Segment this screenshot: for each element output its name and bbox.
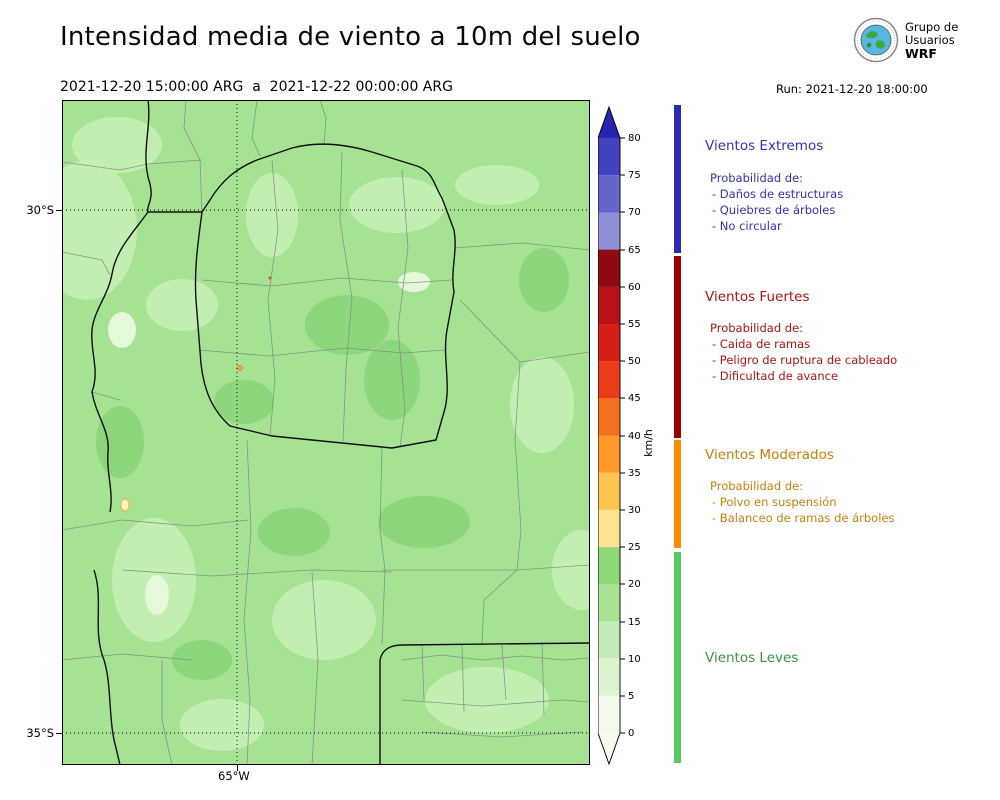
colorbar-tick-label: 30 xyxy=(628,505,641,516)
legend-item: - Quiebres de árboles xyxy=(712,203,836,217)
colorbar-tick-label: 55 xyxy=(628,319,641,330)
y-tick-30s: 30°S xyxy=(26,203,54,217)
colorbar-band xyxy=(598,212,620,250)
wrf-logo-text: Grupo de Usuarios WRF xyxy=(905,19,959,61)
axis-tick-35s xyxy=(56,733,62,734)
colorbar-band xyxy=(598,621,620,659)
wrf-logo-globe-icon xyxy=(853,17,899,63)
colorbar-tick-label: 70 xyxy=(628,207,641,218)
legend-item: - Dificultad de avance xyxy=(712,369,839,383)
legend-title: Vientos Moderados xyxy=(705,447,834,463)
legend-item: - Peligro de ruptura de cableado xyxy=(712,353,898,367)
colorbar-band xyxy=(598,472,620,510)
page-title: Intensidad media de viento a 10m del sue… xyxy=(60,22,641,52)
logo-line-3: WRF xyxy=(905,45,937,61)
colorbar-tick-label: 75 xyxy=(628,170,641,181)
department-borders xyxy=(62,100,590,765)
legend-bar-moderados xyxy=(674,440,681,548)
colorbar-tick-label: 10 xyxy=(628,654,641,665)
colorbar-tick-labels: 80 75 70 65 60 55 50 45 40 35 30 25 20 1… xyxy=(628,133,641,739)
run-time-label: Run: 2021-12-20 18:00:00 xyxy=(776,82,928,96)
colorbar: 80 75 70 65 60 55 50 45 40 35 30 25 20 1… xyxy=(598,105,655,766)
gridlines xyxy=(62,100,590,765)
colorbar-band xyxy=(598,323,620,362)
colorbar-band xyxy=(598,509,620,548)
logo-line-2: Usuarios xyxy=(905,32,955,47)
colorbar-band xyxy=(598,286,620,325)
wrf-logo: Grupo de Usuarios WRF xyxy=(853,14,993,66)
colorbar-tick-label: 40 xyxy=(628,431,641,442)
colorbar-tick-label: 45 xyxy=(628,393,641,404)
valid-period-label: 2021-12-20 15:00:00 ARG a 2021-12-22 00:… xyxy=(60,79,453,95)
legend-bar-extremos xyxy=(674,105,681,253)
colorbar-tick-label: 15 xyxy=(628,617,641,628)
colorbar-under-arrow xyxy=(598,733,620,764)
legend-bar-leves xyxy=(674,552,681,763)
legend-item: - Balanceo de ramas de árboles xyxy=(712,511,895,525)
legend-prob-label: Probabilidad de: xyxy=(710,321,804,335)
legend-item: - No circular xyxy=(712,219,782,233)
map-frame xyxy=(62,100,590,765)
colorbar-tick-label: 60 xyxy=(628,282,641,293)
colorbar-band xyxy=(598,435,620,473)
logo-line-1: Grupo de xyxy=(905,19,959,34)
axis-tick-65w xyxy=(237,765,238,771)
colorbar-tick-label: 5 xyxy=(628,691,634,702)
colorbar-ticks xyxy=(620,137,625,734)
colorbar-band xyxy=(598,584,620,622)
colorbar-band xyxy=(598,361,620,399)
colorbar-band xyxy=(598,658,620,696)
legend-prob-label: Probabilidad de: xyxy=(710,479,804,493)
legend-item: - Caida de ramas xyxy=(712,337,811,351)
colorbar-band xyxy=(598,249,620,287)
colorbar-unit-label: km/h xyxy=(642,429,655,457)
colorbar-tick-label: 65 xyxy=(628,245,641,256)
colorbar-band xyxy=(598,175,620,213)
colorbar-bands xyxy=(598,105,621,766)
colorbar-tick-label: 0 xyxy=(628,728,634,739)
colorbar-over-arrow xyxy=(598,107,620,138)
colorbar-tick-label: 20 xyxy=(628,579,641,590)
legend-item: - Daños de estructuras xyxy=(712,187,844,201)
colorbar-band xyxy=(598,547,620,585)
legend-prob-label: Probabilidad de: xyxy=(710,171,804,185)
colorbar-tick-label: 80 xyxy=(628,133,641,144)
colorbar-band xyxy=(598,138,620,176)
legend-title: Vientos Extremos xyxy=(705,138,824,154)
legend-bar-fuertes xyxy=(674,256,681,438)
province-borders xyxy=(91,100,590,765)
x-tick-65w: 65°W xyxy=(218,769,250,783)
colorbar-tick-label: 50 xyxy=(628,356,641,367)
legend-title: Vientos Leves xyxy=(705,650,799,666)
wind-shading xyxy=(62,100,590,765)
legend-item: - Polvo en suspensión xyxy=(712,495,837,509)
wind-maxima-spots xyxy=(120,276,272,512)
colorbar-tick-label: 35 xyxy=(628,468,641,479)
colorbar-band xyxy=(598,398,620,436)
axis-tick-30s xyxy=(56,210,62,211)
colorbar-band xyxy=(598,695,620,733)
y-tick-35s: 35°S xyxy=(26,726,54,740)
colorbar-tick-label: 25 xyxy=(628,542,641,553)
map-plot xyxy=(62,100,590,765)
legend-title: Vientos Fuertes xyxy=(705,289,810,305)
legend-bars xyxy=(674,105,681,763)
